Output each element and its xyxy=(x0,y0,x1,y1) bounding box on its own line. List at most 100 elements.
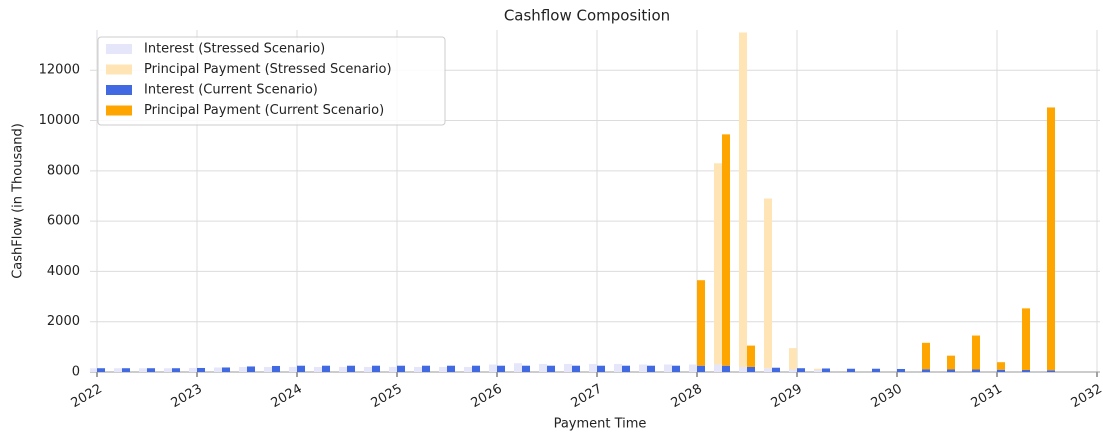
y-tick-label: 10000 xyxy=(39,113,80,128)
y-tick-label: 2000 xyxy=(47,314,80,329)
bar xyxy=(697,365,705,372)
bar xyxy=(139,368,147,372)
bar xyxy=(739,366,747,372)
x-tick-label: 2030 xyxy=(869,382,905,412)
bar xyxy=(972,335,980,370)
bar xyxy=(714,364,722,372)
legend-label: Principal Payment (Current Scenario) xyxy=(144,103,384,118)
x-tick-label: 2027 xyxy=(569,382,605,412)
bar xyxy=(722,134,730,366)
bar xyxy=(764,368,772,372)
y-tick-label: 0 xyxy=(72,365,80,380)
bar xyxy=(589,363,597,372)
bar xyxy=(447,365,455,372)
bar xyxy=(414,366,422,372)
bar xyxy=(697,280,705,366)
bar xyxy=(1022,369,1030,372)
x-tick-label: 2022 xyxy=(69,382,105,412)
bar xyxy=(922,369,930,372)
bar xyxy=(214,367,222,372)
y-tick-label: 8000 xyxy=(47,163,80,178)
bar xyxy=(972,369,980,372)
legend-box xyxy=(97,36,446,126)
bar xyxy=(197,367,205,372)
bar xyxy=(947,355,955,370)
bar xyxy=(339,366,347,372)
y-axis-label: CashFlow (in Thousand) xyxy=(11,123,26,279)
legend-swatch xyxy=(106,105,132,116)
bar xyxy=(772,367,780,372)
bar xyxy=(472,365,480,372)
bar xyxy=(922,342,930,370)
bar xyxy=(547,365,555,372)
bar xyxy=(464,366,472,372)
bar xyxy=(497,365,505,372)
x-tick-label: 2028 xyxy=(669,382,705,412)
bar xyxy=(897,368,905,372)
bar xyxy=(814,368,822,370)
bar xyxy=(722,365,730,372)
bar xyxy=(814,369,822,372)
y-tick-label: 12000 xyxy=(39,63,80,78)
x-tick-label: 2029 xyxy=(769,382,805,412)
bar xyxy=(564,363,572,372)
bar xyxy=(689,364,697,372)
x-tick-label: 2024 xyxy=(269,382,305,412)
bar xyxy=(714,163,722,365)
y-tick-label: 4000 xyxy=(47,264,80,279)
chart-title: Cashflow Composition xyxy=(504,7,670,25)
bar xyxy=(114,368,122,372)
bar xyxy=(172,368,180,372)
bar xyxy=(489,364,497,372)
bar xyxy=(364,366,372,372)
bar xyxy=(222,367,230,372)
bar xyxy=(539,363,547,372)
bar xyxy=(90,368,97,372)
legend: Interest (Stressed Scenario) Principal Pa… xyxy=(97,36,446,126)
bar xyxy=(664,364,672,372)
bar xyxy=(314,366,322,372)
bar xyxy=(597,365,605,372)
bar xyxy=(797,368,805,372)
bar xyxy=(997,369,1005,372)
legend-label: Interest (Current Scenario) xyxy=(144,83,318,98)
bar xyxy=(1047,107,1055,371)
bar xyxy=(322,365,330,372)
bar xyxy=(947,369,955,372)
bar xyxy=(622,365,630,372)
bar xyxy=(347,365,355,372)
bar xyxy=(747,366,755,372)
legend-swatch xyxy=(106,85,132,95)
bar xyxy=(997,362,1005,370)
bar xyxy=(789,369,797,372)
bar xyxy=(389,366,397,372)
bar xyxy=(1022,308,1030,370)
bar xyxy=(122,368,130,372)
bar xyxy=(789,348,797,370)
bar xyxy=(822,368,830,372)
bar xyxy=(522,365,530,372)
bar xyxy=(647,365,655,372)
bar xyxy=(189,367,197,372)
bar xyxy=(764,198,772,369)
x-tick-label: 2025 xyxy=(369,382,405,412)
bar xyxy=(372,365,380,372)
bar xyxy=(847,368,855,372)
x-tick-label: 2031 xyxy=(969,382,1005,412)
bar xyxy=(639,364,647,372)
x-axis-label: Payment Time xyxy=(554,417,647,432)
legend-swatch xyxy=(106,64,132,75)
legend-swatch xyxy=(106,44,132,54)
bar xyxy=(247,366,255,372)
bar xyxy=(672,365,680,372)
x-tick-label: 2026 xyxy=(469,382,505,412)
bar xyxy=(397,365,405,372)
y-tick-label: 6000 xyxy=(47,214,80,229)
bar xyxy=(147,368,155,372)
bar xyxy=(739,32,747,367)
legend-label: Interest (Stressed Scenario) xyxy=(144,42,325,57)
bars xyxy=(90,32,1055,372)
bar xyxy=(747,345,755,367)
x-tick-label: 2023 xyxy=(169,382,205,412)
